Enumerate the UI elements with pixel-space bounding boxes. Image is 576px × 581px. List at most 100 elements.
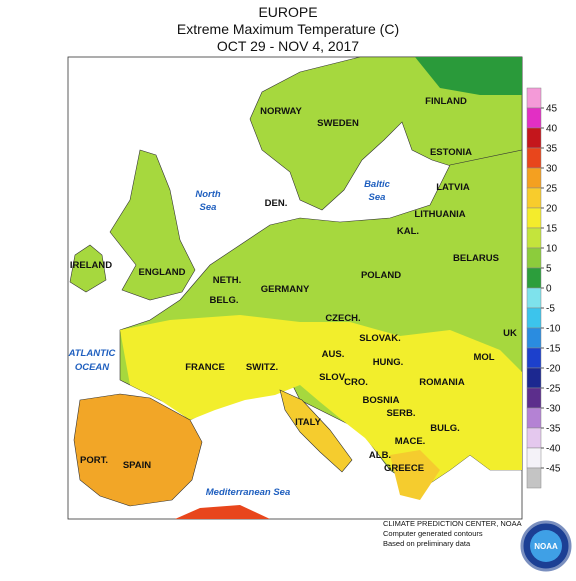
tick-label: 45 (546, 104, 558, 115)
color-swatch (526, 247, 542, 269)
tick-label: 25 (546, 184, 558, 195)
color-swatch (526, 427, 542, 449)
country-label: ENGLAND (139, 267, 186, 278)
color-swatch (526, 467, 542, 489)
country-label: ITALY (295, 417, 322, 428)
color-swatch (526, 367, 542, 389)
sea-label: Sea (369, 192, 386, 203)
country-label: BELG. (209, 295, 238, 306)
tick-label: 10 (546, 244, 558, 255)
logo-center (530, 530, 562, 562)
tick-label: -25 (546, 384, 561, 395)
color-swatch (526, 387, 542, 409)
tick-label: -10 (546, 324, 561, 335)
land-africa (175, 505, 270, 519)
country-label: GERMANY (261, 284, 310, 295)
tick-label: -35 (546, 424, 561, 435)
country-label: LATVIA (436, 182, 470, 193)
sea-label: Mediterranean Sea (206, 487, 290, 498)
country-label: NETH. (213, 275, 242, 286)
country-label: DEN. (265, 198, 288, 209)
country-label: ROMANIA (419, 377, 465, 388)
land-north (415, 57, 522, 95)
land-south (120, 315, 522, 490)
footer-line: Computer generated contours (383, 529, 483, 538)
map (67, 56, 523, 520)
country-label: BOSNIA (363, 395, 400, 406)
country-label: ALB. (369, 450, 391, 461)
land-britain (109, 149, 196, 301)
color-swatch (526, 327, 542, 349)
tick-label: 35 (546, 144, 558, 155)
country-label: MOL (473, 352, 494, 363)
country-label: PORT. (80, 455, 108, 466)
tick-label: -15 (546, 344, 561, 355)
footer-line: Based on preliminary data (383, 539, 471, 548)
tick-label: 40 (546, 124, 558, 135)
subtitle: Extreme Maximum Temperature (C) (177, 21, 399, 37)
color-swatch (526, 87, 542, 109)
color-swatch (526, 287, 542, 309)
sea-label: Sea (200, 202, 217, 213)
country-label: SWITZ. (246, 362, 278, 373)
country-label: SPAIN (123, 460, 151, 471)
color-swatch (526, 187, 542, 209)
sea-label: OCEAN (75, 362, 110, 373)
color-swatch (526, 207, 542, 229)
tick-label: 15 (546, 224, 558, 235)
color-swatch (526, 147, 542, 169)
country-label: SWEDEN (317, 118, 359, 129)
land-scandinavia (249, 56, 523, 211)
country-label: UK (503, 328, 517, 339)
tick-label: -40 (546, 444, 561, 455)
tick-label: 30 (546, 164, 558, 175)
country-label: BELARUS (453, 253, 499, 264)
land-greece (390, 450, 440, 500)
country-label: NORWAY (260, 106, 302, 117)
color-swatch (526, 267, 542, 289)
tick-label: -30 (546, 404, 561, 415)
sea-label: Baltic (364, 179, 391, 190)
noaa-logo: NOAA (520, 520, 572, 572)
land-italy (279, 389, 353, 473)
footer-line: CLIMATE PREDICTION CENTER, NOAA (383, 519, 522, 528)
color-swatch (526, 447, 542, 469)
color-swatch (526, 127, 542, 149)
country-label: GREECE (384, 463, 424, 474)
sea-label: North (195, 189, 221, 200)
sea-label: ATLANTIC (68, 348, 116, 359)
country-label: CRO. (344, 377, 368, 388)
country-label: SLOVAK. (359, 333, 401, 344)
country-label: FINLAND (425, 96, 467, 107)
country-label: SLOV. (319, 372, 347, 383)
color-swatch (526, 167, 542, 189)
color-swatch (526, 107, 542, 129)
color-swatch (526, 407, 542, 429)
land-ireland (69, 244, 107, 293)
country-label: SERB. (386, 408, 415, 419)
tick-label: 0 (546, 284, 552, 295)
logo-text: NOAA (534, 542, 558, 551)
title: EUROPE (258, 4, 317, 20)
date-range: OCT 29 - NOV 4, 2017 (217, 38, 359, 54)
country-label: LITHUANIA (414, 209, 465, 220)
tick-label: 5 (546, 264, 552, 275)
tick-label: -5 (546, 304, 555, 315)
tick-label: -45 (546, 464, 561, 475)
land-iberia (73, 393, 203, 507)
country-label: HUNG. (373, 357, 404, 368)
country-label: ESTONIA (430, 147, 472, 158)
colorbar: 45 40 35 30 25 20 15 10 5 0 -5 -10 -15 -20 -25 -30 -35 -4… (526, 87, 561, 489)
tick-label: -20 (546, 364, 561, 375)
country-label: BULG. (430, 423, 460, 434)
country-label: KAL. (397, 226, 419, 237)
country-label: IRELAND (70, 260, 112, 271)
country-label: FRANCE (185, 362, 225, 373)
country-label: CZECH. (325, 313, 360, 324)
country-label: MACE. (395, 436, 426, 447)
color-swatch (526, 347, 542, 369)
color-swatch (526, 227, 542, 249)
country-label: AUS. (322, 349, 345, 360)
